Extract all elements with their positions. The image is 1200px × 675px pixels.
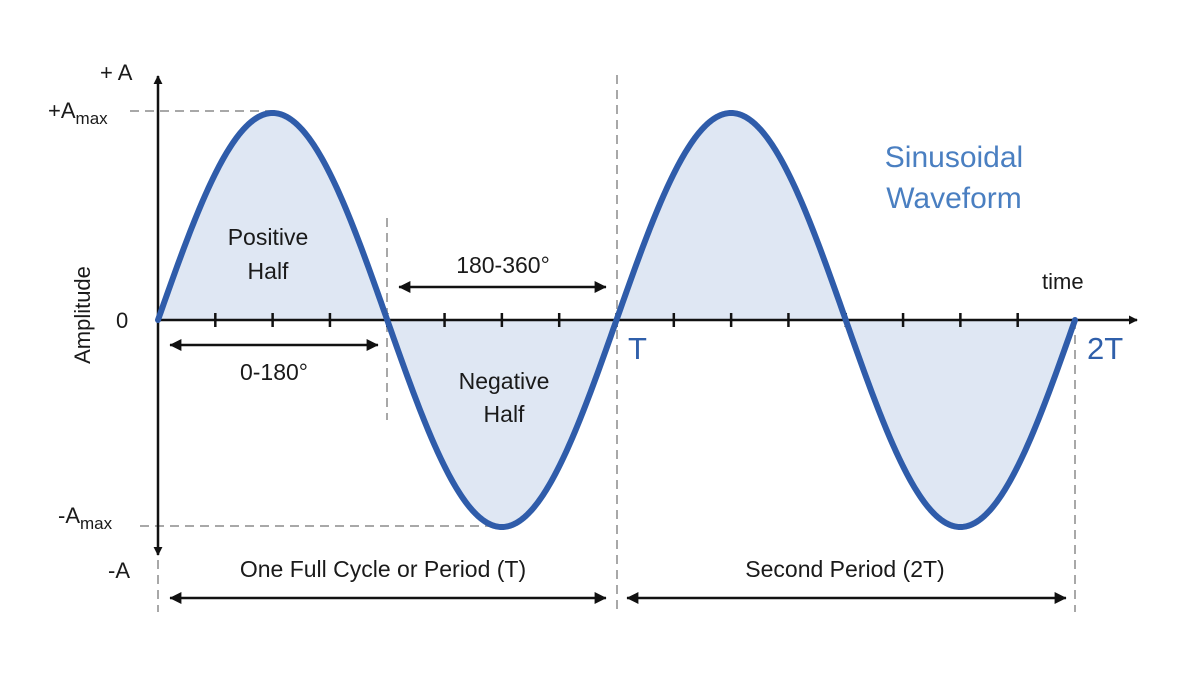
negative-half-fill bbox=[387, 320, 617, 527]
negative-half-fill bbox=[845, 320, 1075, 527]
period-2t-label: 2T bbox=[1087, 331, 1123, 366]
positive-half-fill bbox=[616, 113, 846, 320]
period-t-label: T bbox=[628, 331, 647, 366]
range-second-half-label: 180-360° bbox=[456, 252, 550, 278]
diagram-title-line2: Waveform bbox=[886, 182, 1022, 215]
diagram-title-line1: Sinusoidal bbox=[885, 141, 1023, 174]
positive-half-label-line2: Half bbox=[248, 258, 290, 284]
y-zero-label: 0 bbox=[116, 308, 128, 333]
second-period-label: Second Period (2T) bbox=[745, 556, 944, 582]
range-first-half-label: 0-180° bbox=[240, 359, 308, 385]
sine-wave-curve bbox=[155, 110, 1078, 530]
y-amax-label: +Amax bbox=[48, 98, 108, 128]
y-amin-label: -Amax bbox=[58, 503, 113, 533]
positive-half-label-line1: Positive bbox=[228, 224, 309, 250]
negative-half-label-line2: Half bbox=[484, 401, 526, 427]
y-axis-bottom-label: -A bbox=[108, 558, 130, 583]
first-period-label: One Full Cycle or Period (T) bbox=[240, 556, 526, 582]
negative-half-label-line1: Negative bbox=[459, 368, 550, 394]
x-axis-title: time bbox=[1042, 269, 1084, 294]
positive-half-fill bbox=[158, 113, 388, 320]
y-axis-top-label: + A bbox=[100, 60, 133, 85]
y-axis-title: Amplitude bbox=[70, 266, 95, 364]
wave-fill-group bbox=[158, 113, 1075, 527]
